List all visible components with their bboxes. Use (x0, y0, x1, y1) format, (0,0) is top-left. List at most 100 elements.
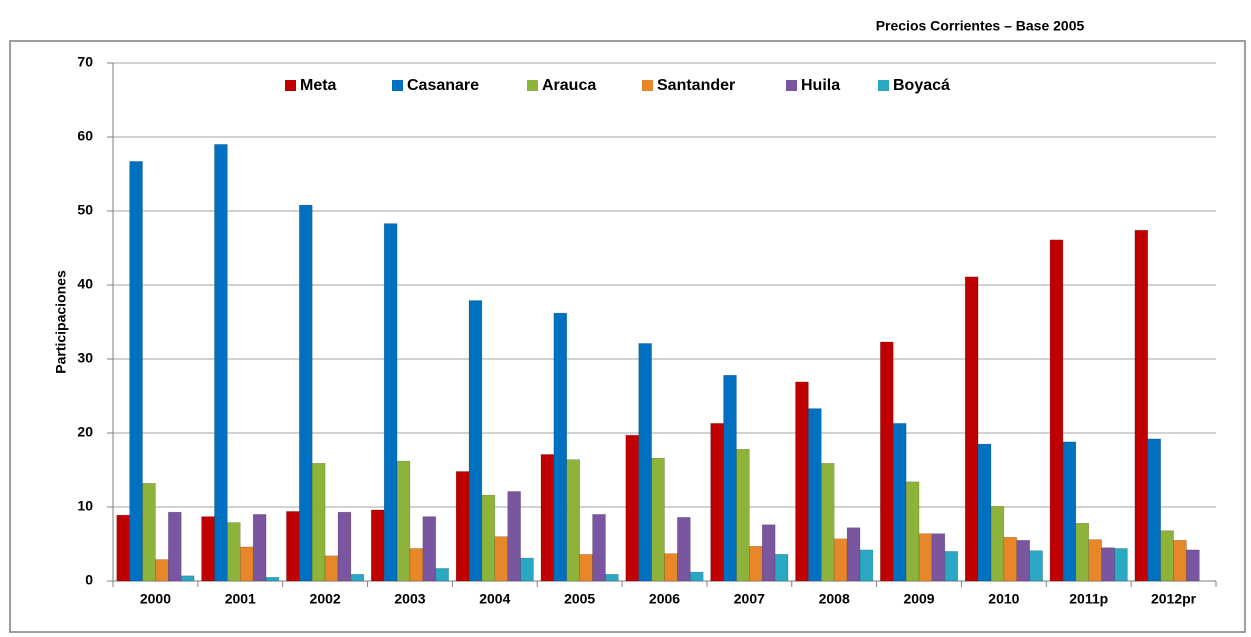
bar (846, 527, 861, 582)
x-tick-label: 2002 (310, 591, 341, 607)
bar (931, 533, 946, 582)
bar (833, 538, 848, 582)
bar (1147, 438, 1161, 582)
bar (265, 576, 280, 582)
bar (286, 511, 300, 582)
bar (1134, 229, 1149, 582)
bar (944, 551, 959, 582)
bar (337, 511, 352, 582)
bar (859, 549, 874, 582)
bar (239, 546, 254, 582)
bar (435, 568, 449, 582)
bar (710, 423, 724, 582)
y-axis-label: Participaciones (53, 270, 69, 374)
bar (625, 434, 640, 582)
bar (129, 161, 143, 582)
x-tick-label: 2005 (564, 591, 595, 607)
legend-label: Casanare (407, 77, 479, 94)
x-tick-label: 2003 (394, 591, 425, 607)
legend-label: Huila (801, 77, 840, 94)
bar (507, 491, 521, 582)
bar (1101, 547, 1115, 582)
bar (605, 574, 619, 582)
x-tick-label: 2011p (1069, 591, 1108, 607)
legend-swatch (285, 80, 296, 91)
chart-title: Precios Corrientes – Base 2005 (876, 18, 1085, 34)
y-tick-label: 20 (77, 424, 93, 440)
x-tick-label: 2004 (479, 591, 510, 607)
bar (455, 471, 470, 582)
bar (155, 559, 169, 582)
bar (736, 448, 750, 582)
legend-label: Arauca (542, 77, 596, 94)
chart-frame (9, 40, 1246, 633)
bar (918, 533, 933, 582)
bar (540, 454, 555, 582)
bar (116, 514, 130, 582)
y-tick-label: 0 (85, 572, 93, 588)
x-tick-label: 2007 (734, 591, 765, 607)
bar (1173, 539, 1187, 582)
bar (383, 223, 398, 582)
bar (370, 509, 385, 582)
x-tick-label: 2010 (988, 591, 1019, 607)
bar (494, 536, 509, 582)
bar (468, 300, 483, 582)
bar (409, 548, 424, 582)
bar (227, 522, 241, 582)
y-tick-label: 40 (77, 276, 93, 292)
bar (820, 463, 835, 582)
bar (761, 524, 776, 582)
bar (324, 555, 339, 582)
bar (481, 494, 496, 582)
y-tick-label: 30 (77, 350, 93, 366)
legend-label: Boyacá (893, 77, 950, 94)
legend-swatch (878, 80, 889, 91)
bar (1049, 239, 1064, 582)
bar (892, 423, 907, 582)
bar (168, 511, 182, 582)
bar (214, 144, 228, 582)
bar (396, 460, 411, 582)
bar (1003, 537, 1018, 582)
bar (1016, 539, 1030, 582)
legend-swatch (786, 80, 797, 91)
x-tick-label: 2006 (649, 591, 680, 607)
y-tick-label: 50 (77, 202, 93, 218)
bar (774, 554, 789, 582)
bar (142, 483, 156, 582)
bar (252, 514, 267, 582)
bar (977, 443, 992, 582)
bar (566, 459, 580, 582)
bar (651, 457, 665, 582)
bar (201, 516, 215, 582)
bar (1062, 441, 1077, 582)
legend-label: Santander (657, 77, 735, 94)
bar (592, 514, 606, 582)
bar (664, 553, 678, 582)
bar (553, 312, 568, 582)
y-tick-label: 10 (77, 498, 93, 514)
bar (795, 381, 809, 582)
bar (880, 341, 894, 582)
y-tick-label: 70 (77, 54, 93, 70)
bar (808, 408, 822, 582)
bar (990, 505, 1005, 582)
bar (1088, 539, 1102, 582)
legend-swatch (392, 80, 403, 91)
x-tick-label: 2008 (819, 591, 850, 607)
bar (299, 204, 313, 582)
bar (311, 463, 326, 582)
x-tick-label: 2001 (225, 591, 256, 607)
bar (689, 571, 704, 582)
legend-swatch (527, 80, 538, 91)
bar (520, 557, 534, 582)
legend-swatch (642, 80, 653, 91)
x-tick-label: 2000 (140, 591, 171, 607)
bar (1029, 550, 1043, 582)
bar (638, 343, 652, 582)
bar (723, 374, 737, 582)
bar (905, 481, 920, 582)
bar (350, 574, 365, 582)
